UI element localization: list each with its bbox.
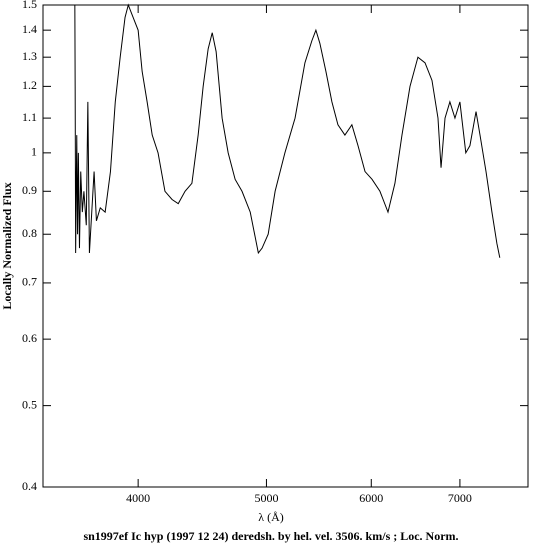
y-tick-label: 1.1 [22,110,37,124]
y-axis-label: Locally Normalized Flux [0,182,14,309]
y-tick-label: 0.6 [22,331,37,345]
x-tick-label: 6000 [359,491,383,505]
y-tick-label: 0.9 [22,183,37,197]
y-tick-label: 1.5 [22,0,37,11]
chart-title: sn1997ef Ic hyp (1997 12 24) deredsh. by… [83,529,458,543]
x-tick-label: 4000 [126,491,150,505]
plot-frame [42,4,529,488]
y-tick-label: 1.4 [22,22,37,36]
spectrum-line [74,3,501,258]
y-tick-label: 0.4 [22,479,37,493]
y-tick-label: 0.5 [22,397,37,411]
y-tick-label: 0.8 [22,226,37,240]
x-tick-label: 7000 [448,491,472,505]
x-tick-label: 5000 [254,491,278,505]
y-tick-label: 1 [31,145,37,159]
y-tick-label: 1.3 [22,49,37,63]
y-tick-label: 1.2 [22,78,37,92]
y-tick-label: 0.7 [22,275,37,289]
x-axis-label: λ (Å) [258,510,283,524]
